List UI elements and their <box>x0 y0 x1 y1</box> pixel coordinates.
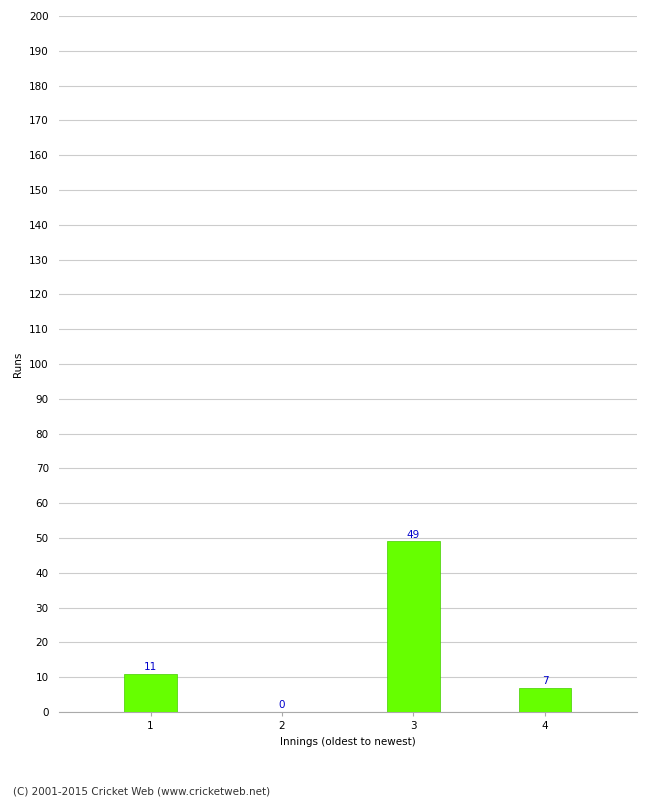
X-axis label: Innings (oldest to newest): Innings (oldest to newest) <box>280 737 415 746</box>
Text: (C) 2001-2015 Cricket Web (www.cricketweb.net): (C) 2001-2015 Cricket Web (www.cricketwe… <box>13 786 270 796</box>
Text: 0: 0 <box>279 700 285 710</box>
Text: 11: 11 <box>144 662 157 672</box>
Bar <box>124 674 177 712</box>
Text: 7: 7 <box>541 676 549 686</box>
Bar <box>387 542 440 712</box>
Y-axis label: Runs: Runs <box>14 351 23 377</box>
Bar <box>519 688 571 712</box>
Text: 49: 49 <box>407 530 420 540</box>
